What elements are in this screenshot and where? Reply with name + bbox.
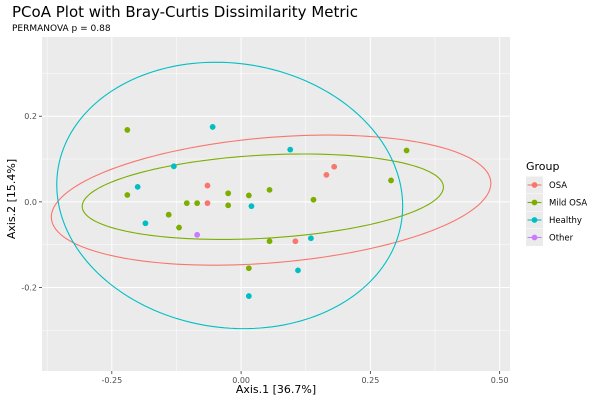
x-tick-label: 0.25: [361, 376, 379, 385]
legend-key-point-mild-osa: [531, 199, 538, 206]
point-healthy: [170, 163, 177, 170]
x-tick-label: 0.50: [491, 376, 509, 385]
ellipse-osa: [50, 134, 492, 266]
x-tick-label: -0.25: [101, 376, 122, 385]
point-mild-osa: [194, 200, 201, 207]
x-axis-title: Axis.1 [36.7%]: [236, 383, 316, 396]
point-mild-osa: [176, 224, 182, 231]
y-tick-label: 0.2: [24, 112, 37, 121]
point-other: [194, 231, 201, 238]
legend-label-osa: OSA: [549, 181, 567, 191]
point-mild-osa: [245, 192, 252, 199]
point-healthy: [295, 267, 301, 274]
x-tick-label: 0.00: [232, 376, 250, 385]
point-mild-osa: [388, 177, 394, 184]
legend: Group OSA Mild OSA Healthy Other: [526, 160, 587, 246]
point-healthy: [287, 146, 294, 153]
confidence-ellipses: [50, 61, 492, 330]
point-mild-osa: [183, 200, 190, 207]
point-mild-osa: [266, 186, 273, 193]
legend-key-point-healthy: [531, 217, 538, 223]
point-healthy: [248, 203, 255, 210]
point-healthy: [308, 235, 314, 242]
plot-panel: [42, 37, 510, 371]
ellipse-mild-osa: [81, 153, 444, 241]
y-tick-label: 0.0: [24, 198, 37, 207]
point-osa: [323, 171, 330, 178]
point-osa: [204, 200, 211, 207]
point-mild-osa: [245, 265, 252, 272]
point-healthy: [134, 183, 141, 190]
point-healthy: [245, 293, 252, 299]
legend-key-point-osa: [531, 182, 538, 188]
point-osa: [292, 238, 299, 245]
chart-title: PCoA Plot with Bray-Curtis Dissimilarity…: [12, 3, 358, 21]
legend-label-healthy: Healthy: [549, 216, 582, 226]
point-healthy: [142, 220, 149, 227]
axis-ticks: -0.25 0.00 0.25 0.50 -0.2 0.0 0.2: [21, 112, 508, 385]
legend-label-other: Other: [549, 234, 574, 244]
point-mild-osa: [124, 192, 131, 198]
y-tick-label: -0.2: [21, 284, 37, 293]
point-mild-osa: [403, 147, 410, 154]
legend-key-point-other: [531, 234, 538, 241]
data-points: [124, 124, 410, 299]
point-mild-osa: [165, 211, 172, 218]
point-osa: [204, 182, 211, 189]
point-healthy: [209, 124, 216, 130]
point-mild-osa: [124, 127, 131, 133]
y-axis-title: Axis.2 [15.4%]: [5, 159, 18, 239]
grid-lines: [42, 37, 510, 371]
point-mild-osa: [225, 190, 232, 197]
point-mild-osa: [225, 202, 232, 209]
chart-subtitle: PERMANOVA p = 0.88: [12, 24, 111, 34]
legend-label-mild-osa: Mild OSA: [549, 199, 587, 209]
legend-title: Group: [526, 160, 560, 173]
point-osa: [331, 163, 338, 170]
point-mild-osa: [310, 196, 317, 203]
point-mild-osa: [266, 238, 273, 245]
ellipse-healthy: [56, 61, 404, 330]
